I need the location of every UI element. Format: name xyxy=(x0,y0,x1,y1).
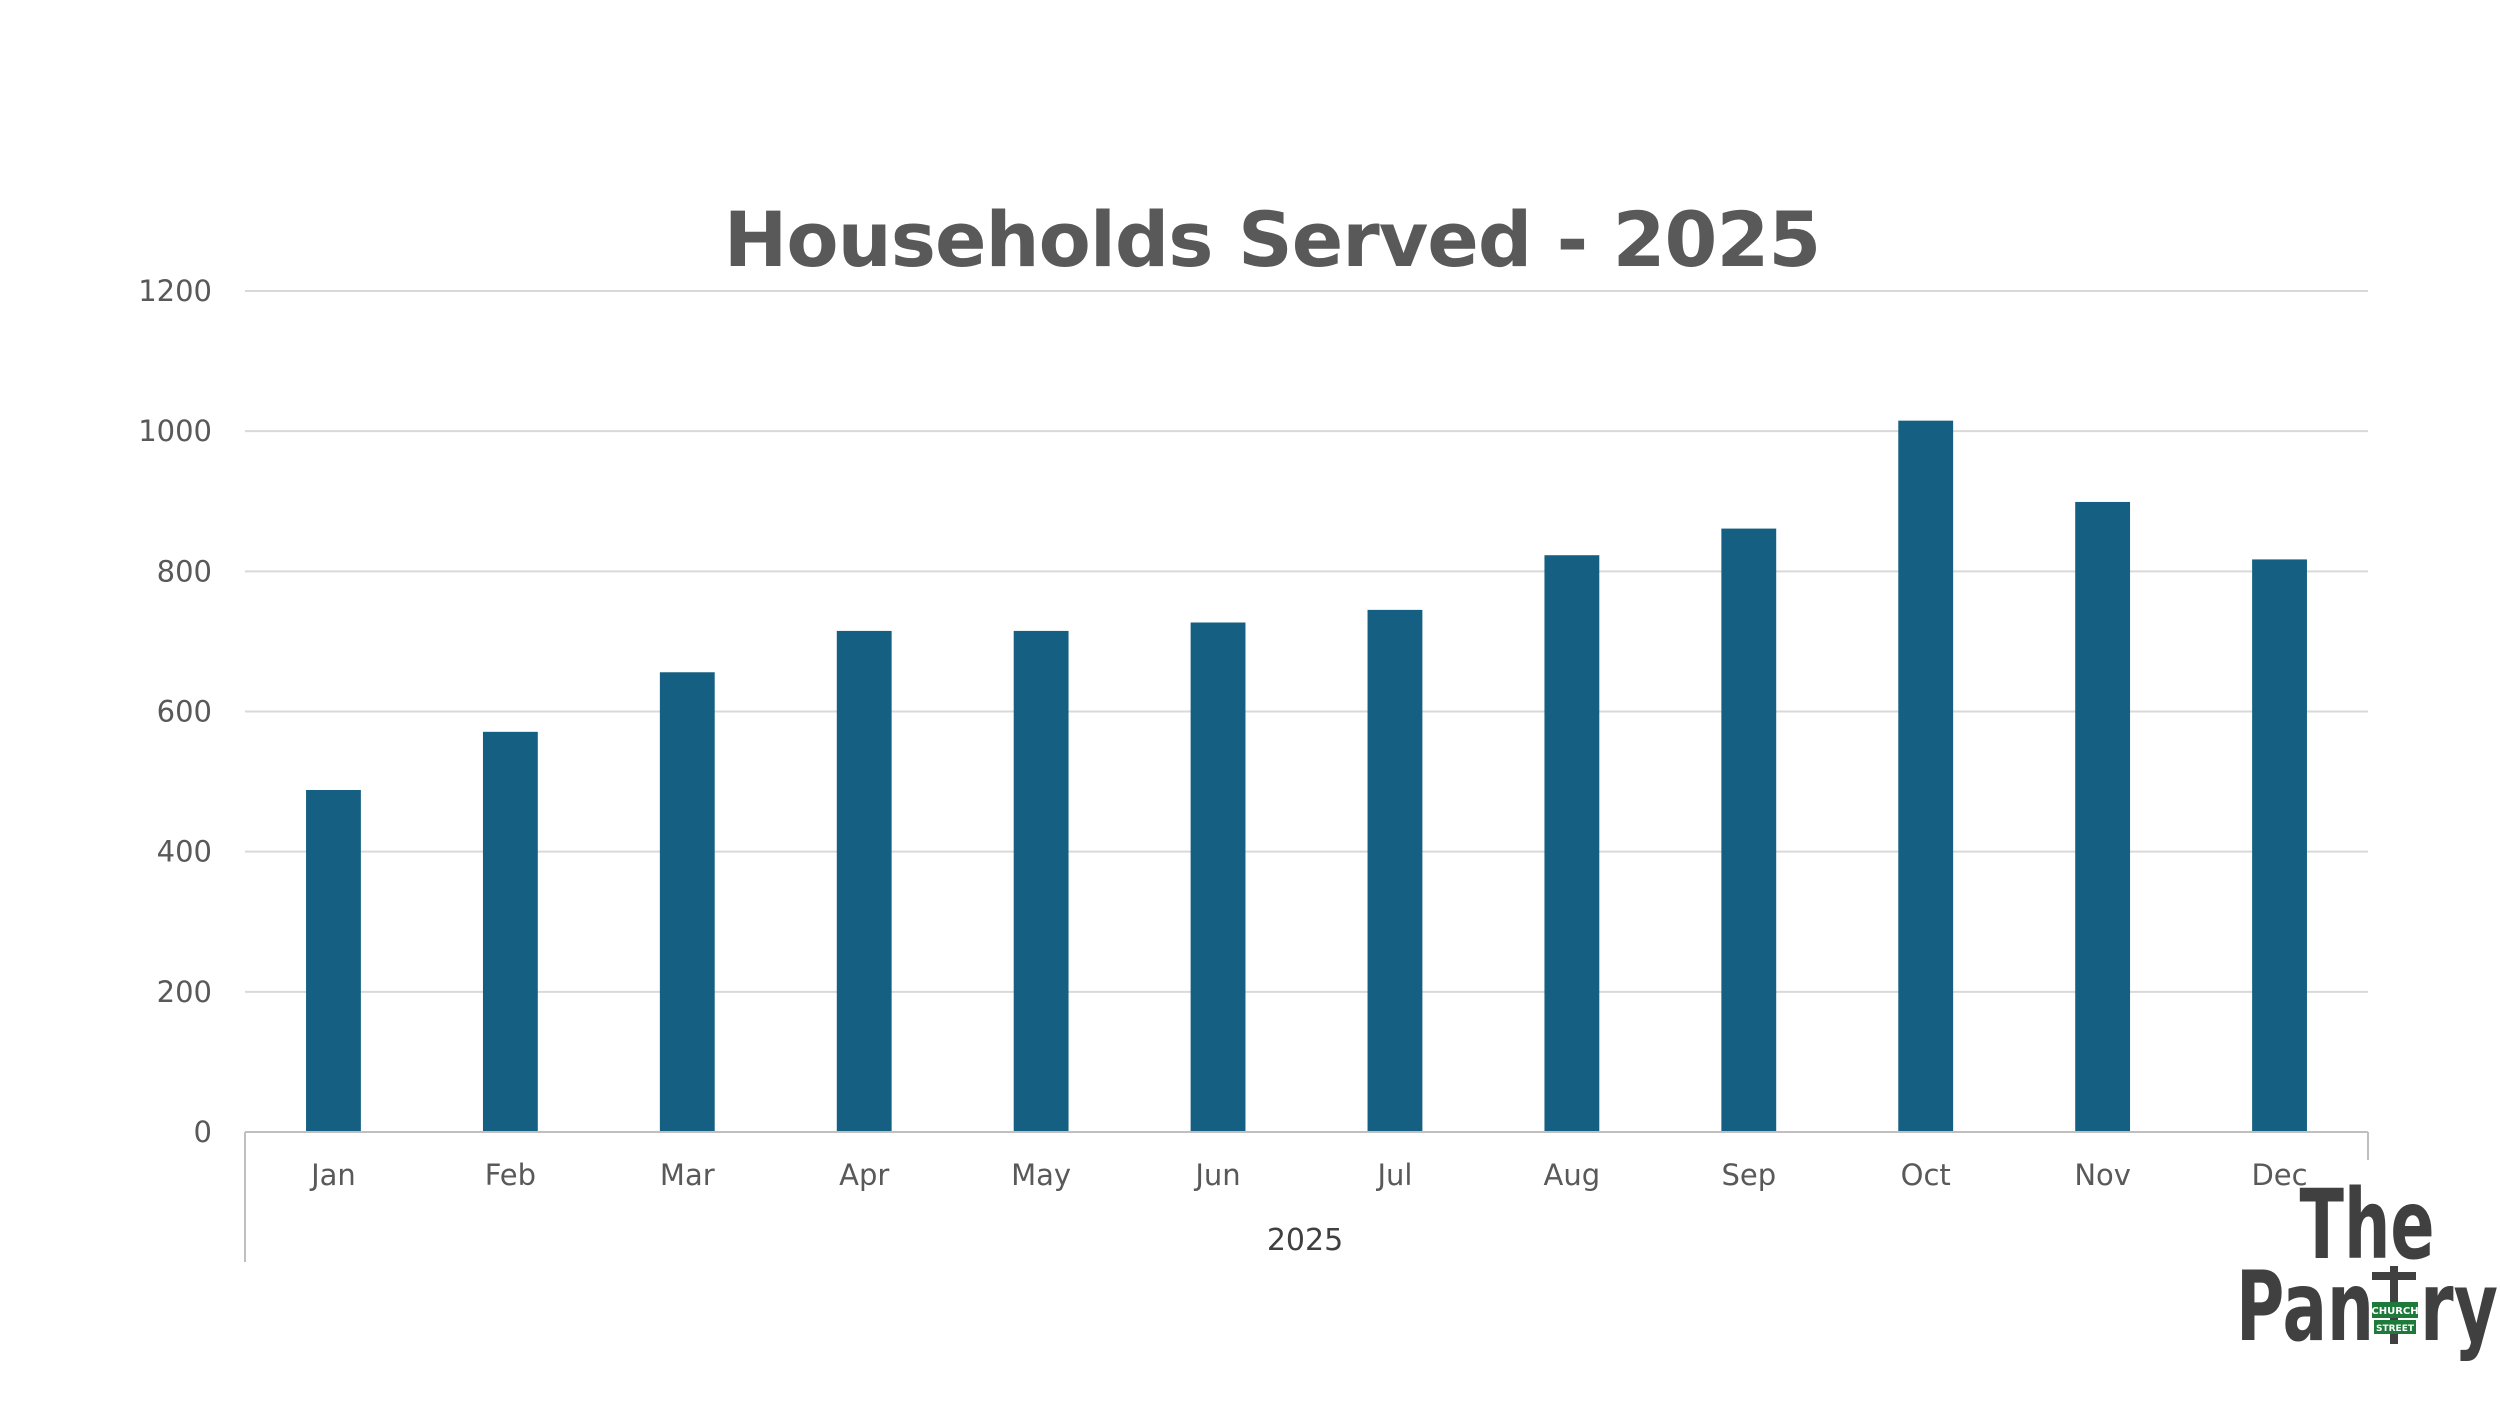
street-sign-top-text: CHURCH xyxy=(2371,1306,2418,1317)
x-tick-label: Oct xyxy=(1901,1158,1951,1192)
bar-jul xyxy=(1367,609,1423,1132)
x-tick-label: Dec xyxy=(2251,1158,2307,1192)
bar-oct xyxy=(1898,420,1954,1132)
x-tick-label: Apr xyxy=(839,1158,889,1192)
bar-apr xyxy=(836,630,892,1132)
x-group-label: 2025 xyxy=(1267,1223,1343,1258)
y-tick-label: 400 xyxy=(157,835,212,869)
bar-may xyxy=(1013,630,1069,1132)
logo-text-the: The xyxy=(2300,1169,2435,1281)
street-sign-icon: CHURCH STREET xyxy=(2371,1302,2419,1334)
bars xyxy=(306,420,2307,1133)
x-tick-label: Jun xyxy=(1193,1158,1240,1192)
x-axis: Jan Feb Mar Apr May Jun Jul Aug Sep Oct Nov Dec xyxy=(244,1131,2369,1262)
x-tick-label: Sep xyxy=(1721,1158,1776,1192)
y-tick-label: 1000 xyxy=(138,414,212,448)
x-tick-label: Aug xyxy=(1544,1158,1601,1192)
y-tick-label: 1200 xyxy=(138,274,212,308)
y-tick-label: 800 xyxy=(157,554,212,588)
logo-text-pan: Pan xyxy=(2236,1251,2374,1363)
bar-mar xyxy=(659,672,715,1132)
bar-jan xyxy=(306,789,361,1132)
street-sign-bottom xyxy=(2374,1320,2416,1334)
bar-jun xyxy=(1190,622,1246,1132)
gridlines xyxy=(245,290,2368,993)
x-tick-label: Nov xyxy=(2074,1158,2131,1192)
x-tick-label: Feb xyxy=(485,1158,536,1192)
logo-text-ry: ry xyxy=(2420,1251,2498,1363)
bar-dec xyxy=(2252,559,2307,1132)
y-tick-label: 0 xyxy=(194,1115,212,1149)
x-tick-label: Mar xyxy=(660,1158,715,1192)
y-axis: 0 200 400 600 800 1000 1200 xyxy=(138,274,212,1149)
bar-feb xyxy=(482,731,538,1132)
x-tick-label: Jul xyxy=(1375,1158,1412,1192)
x-tick-label: Jan xyxy=(309,1158,356,1192)
y-tick-label: 200 xyxy=(157,975,212,1009)
bar-nov xyxy=(2075,501,2131,1133)
street-sign-bottom-text: STREET xyxy=(2376,1324,2415,1334)
x-tick-label: May xyxy=(1011,1158,1071,1192)
chart-title: Households Served - 2025 xyxy=(724,195,1820,284)
street-sign-top xyxy=(2372,1302,2418,1318)
bar-aug xyxy=(1544,555,1600,1132)
the-pantry-logo: The Pan CHURCH STREET ry xyxy=(2236,1169,2498,1363)
bar-sep xyxy=(1721,528,1777,1132)
y-tick-label: 600 xyxy=(157,695,212,729)
